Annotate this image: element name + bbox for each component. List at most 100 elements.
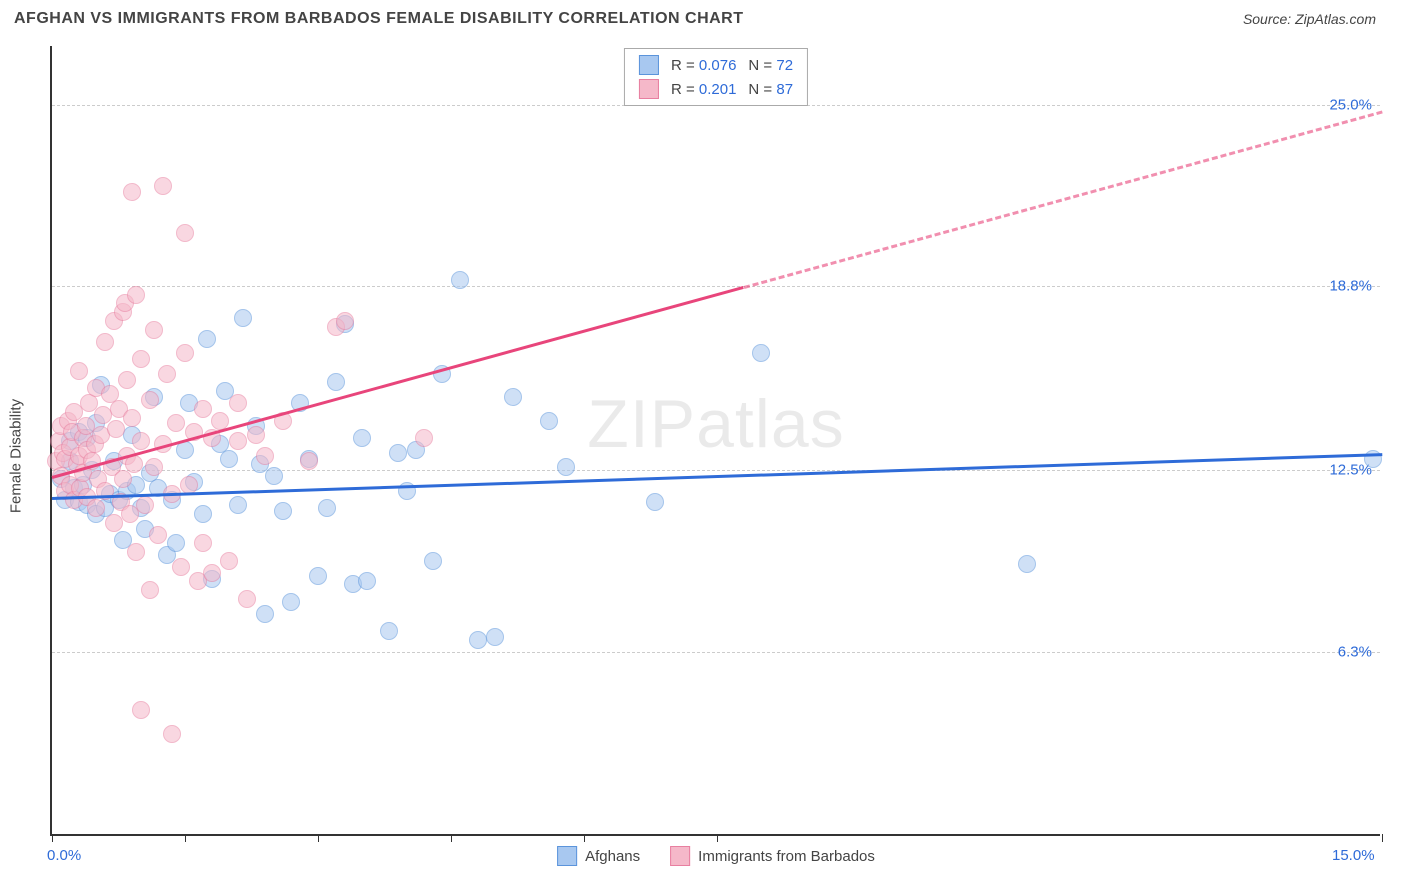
scatter-point (132, 432, 150, 450)
scatter-point (141, 581, 159, 599)
scatter-point (167, 534, 185, 552)
scatter-point (132, 350, 150, 368)
scatter-point (107, 420, 125, 438)
scatter-point (309, 567, 327, 585)
legend-swatch (639, 55, 659, 75)
scatter-point (380, 622, 398, 640)
x-tick (52, 834, 53, 842)
scatter-point (415, 429, 433, 447)
scatter-point (203, 564, 221, 582)
scatter-point (486, 628, 504, 646)
y-axis-label: Female Disability (8, 399, 25, 513)
scatter-point (167, 414, 185, 432)
scatter-point (256, 605, 274, 623)
scatter-point (158, 365, 176, 383)
scatter-point (389, 444, 407, 462)
scatter-point (469, 631, 487, 649)
legend-swatch (670, 846, 690, 866)
scatter-point (127, 286, 145, 304)
scatter-point (123, 183, 141, 201)
x-axis-max-label: 15.0% (1332, 847, 1375, 864)
x-tick (584, 834, 585, 842)
scatter-point (220, 552, 238, 570)
scatter-point (132, 701, 150, 719)
grid-line (52, 652, 1380, 653)
chart-container: Female Disability ZIPatlas R = 0.076 N = … (0, 36, 1406, 876)
scatter-point (96, 333, 114, 351)
scatter-point (194, 534, 212, 552)
scatter-point (141, 391, 159, 409)
scatter-point (300, 452, 318, 470)
scatter-point (149, 526, 167, 544)
scatter-point (282, 593, 300, 611)
scatter-point (176, 344, 194, 362)
scatter-point (336, 312, 354, 330)
x-tick (717, 834, 718, 842)
scatter-point (540, 412, 558, 430)
scatter-point (256, 447, 274, 465)
scatter-point (504, 388, 522, 406)
series-legend: Afghans Immigrants from Barbados (557, 846, 875, 866)
stats-row: R = 0.076 N = 72 (625, 53, 807, 77)
legend-label: Immigrants from Barbados (698, 848, 875, 865)
scatter-point (234, 309, 252, 327)
scatter-point (118, 371, 136, 389)
scatter-point (247, 426, 265, 444)
scatter-point (123, 409, 141, 427)
x-tick (1382, 834, 1383, 842)
stats-r-label: R = 0.201 (671, 81, 736, 98)
scatter-point (198, 330, 216, 348)
scatter-point (646, 493, 664, 511)
y-tick-label: 18.8% (1329, 277, 1372, 294)
scatter-point (229, 496, 247, 514)
y-tick-label: 6.3% (1338, 643, 1372, 660)
scatter-point (238, 590, 256, 608)
scatter-point (194, 400, 212, 418)
scatter-point (752, 344, 770, 362)
scatter-point (274, 502, 292, 520)
scatter-point (163, 725, 181, 743)
scatter-point (194, 505, 212, 523)
grid-line (52, 286, 1380, 287)
legend-label: Afghans (585, 848, 640, 865)
scatter-point (220, 450, 238, 468)
grid-line (52, 470, 1380, 471)
chart-header: AFGHAN VS IMMIGRANTS FROM BARBADOS FEMAL… (0, 0, 1406, 36)
legend-swatch (639, 79, 659, 99)
legend-swatch (557, 846, 577, 866)
scatter-point (327, 373, 345, 391)
x-tick (318, 834, 319, 842)
scatter-point (145, 321, 163, 339)
stats-row: R = 0.201 N = 87 (625, 77, 807, 101)
scatter-point (1018, 555, 1036, 573)
stats-n-label: N = 87 (748, 81, 793, 98)
scatter-point (353, 429, 371, 447)
scatter-point (154, 177, 172, 195)
legend-item: Afghans (557, 846, 640, 866)
x-axis-min-label: 0.0% (47, 847, 81, 864)
scatter-point (176, 224, 194, 242)
stats-r-label: R = 0.076 (671, 57, 736, 74)
x-tick (185, 834, 186, 842)
x-tick (451, 834, 452, 842)
scatter-point (318, 499, 336, 517)
scatter-point (229, 394, 247, 412)
legend-item: Immigrants from Barbados (670, 846, 875, 866)
stats-legend-box: R = 0.076 N = 72 R = 0.201 N = 87 (624, 48, 808, 106)
chart-title: AFGHAN VS IMMIGRANTS FROM BARBADOS FEMAL… (14, 10, 744, 28)
scatter-point (70, 362, 88, 380)
scatter-point (180, 476, 198, 494)
watermark: ZIPatlas (587, 385, 844, 463)
scatter-point (136, 496, 154, 514)
scatter-point (424, 552, 442, 570)
trend-line (743, 110, 1382, 288)
scatter-point (358, 572, 376, 590)
chart-source: Source: ZipAtlas.com (1243, 11, 1376, 27)
stats-n-label: N = 72 (748, 57, 793, 74)
plot-area: ZIPatlas R = 0.076N = 72R = 0.201N = 87 … (50, 46, 1380, 836)
scatter-point (172, 558, 190, 576)
y-tick-label: 25.0% (1329, 96, 1372, 113)
scatter-point (265, 467, 283, 485)
scatter-point (229, 432, 247, 450)
scatter-point (87, 499, 105, 517)
